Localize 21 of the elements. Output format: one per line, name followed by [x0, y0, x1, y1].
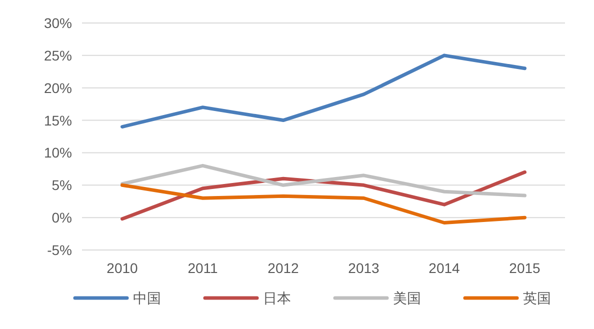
x-tick-label: 2011 [188, 260, 218, 276]
legend-label: 美国 [393, 290, 421, 306]
y-tick-label: 30% [44, 15, 72, 31]
y-tick-label: 20% [44, 80, 72, 96]
legend-label: 日本 [263, 290, 291, 306]
legend-label: 英国 [523, 290, 551, 306]
x-tick-label: 2012 [268, 260, 300, 276]
y-tick-label: 15% [44, 112, 72, 128]
line-series [120, 54, 526, 129]
y-tick-label: 10% [44, 144, 72, 161]
y-tick-label: 0% [52, 210, 72, 226]
x-tick-label: 2015 [509, 260, 541, 276]
x-tick-label: 2014 [428, 260, 460, 276]
y-tick-label: 5% [52, 177, 72, 194]
line-series [120, 183, 526, 225]
y-tick-label: -5% [47, 242, 72, 258]
y-tick-label: 25% [44, 47, 72, 64]
x-tick-label: 2010 [106, 260, 138, 276]
legend-label: 中国 [133, 290, 161, 306]
x-tick-label: 2013 [348, 260, 380, 276]
line-series [120, 164, 526, 198]
